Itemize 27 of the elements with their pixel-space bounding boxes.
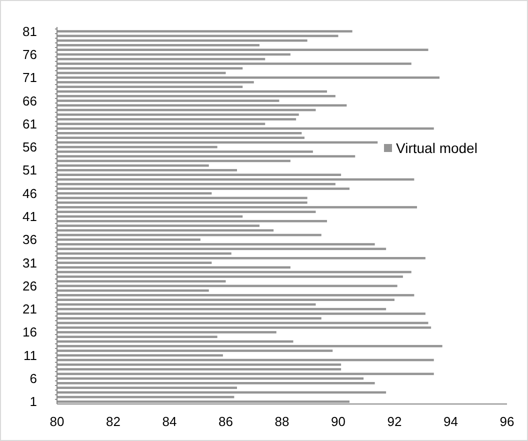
y-tick-label: 16 [22, 324, 37, 340]
y-tick-label: 76 [22, 46, 37, 62]
x-tick-label: 84 [162, 414, 177, 429]
y-tick-label: 1 [30, 394, 37, 410]
x-tick-label: 94 [444, 414, 458, 429]
y-tick-label: 11 [24, 348, 37, 363]
y-tick-label: 31 [22, 255, 37, 270]
x-tick-label: 80 [50, 414, 64, 429]
y-tick-label: 41 [22, 209, 37, 224]
x-tick-label: 82 [106, 414, 120, 429]
y-tick-label: 81 [22, 24, 37, 39]
y-tick-label: 66 [22, 93, 37, 108]
y-tick-label: 26 [22, 278, 37, 294]
y-tick-label: 6 [30, 371, 37, 386]
x-tick-label: 92 [387, 414, 402, 429]
x-tick-label: 90 [331, 414, 346, 429]
y-tick-label: 71 [22, 70, 37, 86]
y-tick-label: 36 [22, 232, 37, 248]
y-tick-label: 46 [22, 186, 37, 201]
y-tick-label: 56 [22, 140, 37, 155]
x-tick-label: 86 [218, 414, 233, 429]
y-tick-label: 21 [22, 302, 37, 317]
y-tick-label: 61 [22, 116, 37, 132]
legend-label: Virtual model [396, 140, 478, 156]
y-tick-label: 51 [22, 162, 37, 178]
x-tick-label: 88 [274, 414, 290, 429]
x-tick-label: 96 [500, 414, 514, 429]
